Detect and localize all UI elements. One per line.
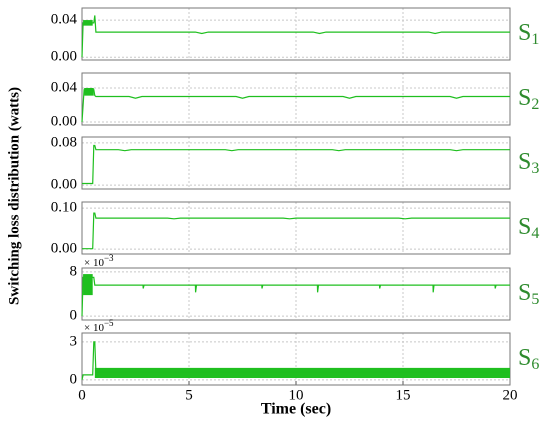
x-tick-label: 20 <box>503 387 518 403</box>
y-tick-label: 0.00 <box>51 177 77 193</box>
line <box>82 144 510 185</box>
series-label: S2 <box>518 85 539 113</box>
line <box>81 276 510 317</box>
band <box>83 274 93 296</box>
label-sub: 5 <box>531 291 539 308</box>
label-sub: 3 <box>531 160 539 177</box>
label-main: S <box>518 280 531 306</box>
series-label: S6 <box>518 345 539 373</box>
y-tick-label: 0 <box>70 308 78 324</box>
label-main: S <box>518 85 531 111</box>
multiplier-power: −5 <box>104 318 114 328</box>
plot-frame <box>81 332 511 386</box>
x-axis-label: Time (sec) <box>261 401 331 418</box>
y-tick-label: 0.10 <box>51 200 77 216</box>
multiplier-base: × 10 <box>84 257 104 269</box>
y-tick-label: 0.08 <box>51 134 77 150</box>
series-label: S3 <box>518 149 539 177</box>
label-sub: 6 <box>531 356 539 373</box>
line <box>82 212 510 250</box>
x-tick-label: 0 <box>78 387 86 403</box>
y-axis-label: Switching loss distribution (watts) <box>6 87 22 305</box>
multiplier-base: × 10 <box>84 322 104 334</box>
plot-frame <box>81 136 511 190</box>
y-tick-label: 0.00 <box>51 49 77 65</box>
line <box>81 341 510 381</box>
series-label: S5 <box>518 280 539 308</box>
line <box>81 89 510 123</box>
label-main: S <box>518 345 531 371</box>
line <box>81 15 510 58</box>
x-tick-label: 10 <box>289 387 304 403</box>
y-tick-label: 3 <box>70 333 78 349</box>
plot-frame <box>81 201 511 255</box>
plot-frame <box>81 7 511 61</box>
label-sub: 2 <box>531 96 539 113</box>
y-tick-label: 0.04 <box>51 12 78 28</box>
series-label: S4 <box>518 214 539 242</box>
x-tick-label: 15 <box>396 387 411 403</box>
y-tick-label: 8 <box>70 263 78 279</box>
series-label: S1 <box>518 20 539 48</box>
y-tick-label: 0.00 <box>51 113 77 129</box>
band <box>94 367 510 379</box>
plot-frame <box>81 267 511 321</box>
label-sub: 4 <box>531 225 539 242</box>
label-main: S <box>518 20 531 46</box>
band <box>84 87 94 96</box>
multiplier-power: −3 <box>104 253 114 263</box>
plot-frame <box>81 72 511 126</box>
label-sub: 1 <box>531 31 539 48</box>
axis-multiplier: × 10−5 <box>84 318 114 333</box>
y-tick-label: 0.04 <box>51 79 78 95</box>
label-main: S <box>518 149 531 175</box>
label-main: S <box>518 214 531 240</box>
axis-multiplier: × 10−3 <box>84 253 114 268</box>
y-tick-label: 0 <box>70 371 78 387</box>
y-tick-label: 0.00 <box>51 241 77 257</box>
x-tick-label: 5 <box>185 387 193 403</box>
